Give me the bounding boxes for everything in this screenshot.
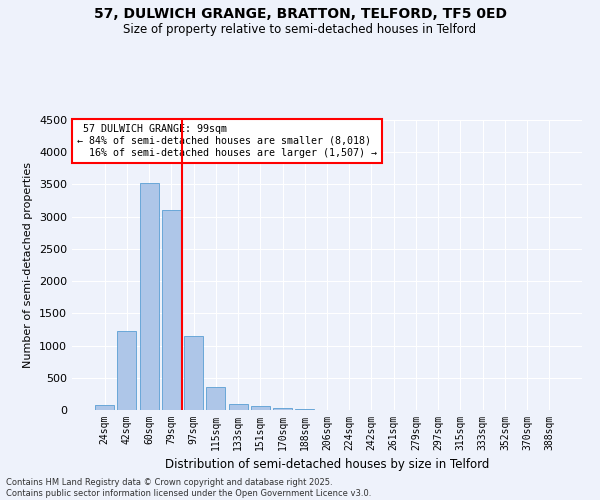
Text: 57 DULWICH GRANGE: 99sqm
← 84% of semi-detached houses are smaller (8,018)
  16%: 57 DULWICH GRANGE: 99sqm ← 84% of semi-d… bbox=[77, 124, 377, 158]
Bar bbox=[273, 408, 292, 410]
Bar bbox=[251, 406, 270, 410]
Text: Contains HM Land Registry data © Crown copyright and database right 2025.
Contai: Contains HM Land Registry data © Crown c… bbox=[6, 478, 371, 498]
Bar bbox=[162, 210, 181, 410]
Y-axis label: Number of semi-detached properties: Number of semi-detached properties bbox=[23, 162, 34, 368]
Bar bbox=[184, 336, 203, 410]
Bar bbox=[118, 332, 136, 410]
Bar bbox=[95, 406, 114, 410]
Text: Size of property relative to semi-detached houses in Telford: Size of property relative to semi-detach… bbox=[124, 22, 476, 36]
X-axis label: Distribution of semi-detached houses by size in Telford: Distribution of semi-detached houses by … bbox=[165, 458, 489, 471]
Bar bbox=[229, 404, 248, 410]
Text: 57, DULWICH GRANGE, BRATTON, TELFORD, TF5 0ED: 57, DULWICH GRANGE, BRATTON, TELFORD, TF… bbox=[94, 8, 506, 22]
Bar bbox=[206, 388, 225, 410]
Bar bbox=[140, 182, 158, 410]
